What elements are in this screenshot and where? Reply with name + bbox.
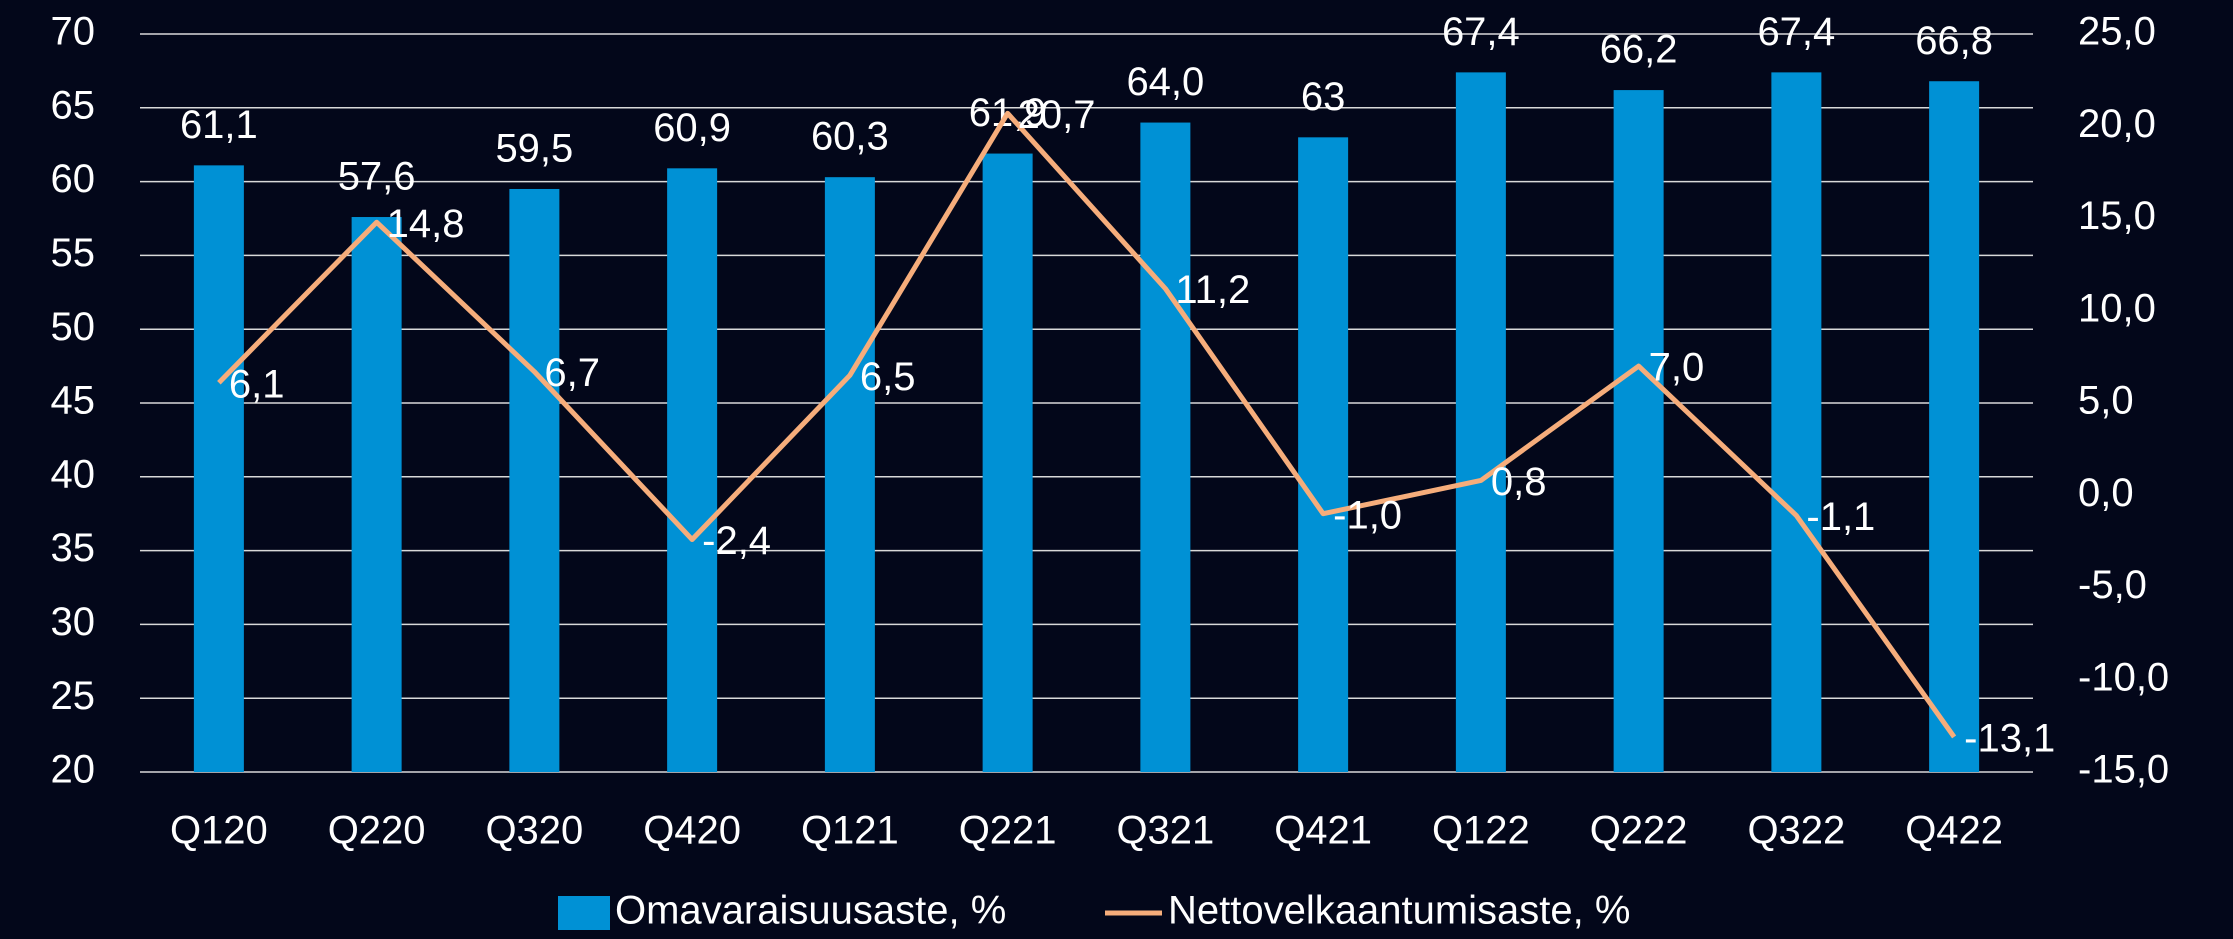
bar-value-label: 57,6 (338, 155, 416, 199)
line-value-label: 14,8 (387, 202, 465, 246)
bar-value-label: 60,9 (653, 106, 731, 150)
bar (982, 153, 1033, 772)
x-tick-label: Q322 (1747, 809, 1845, 853)
line-value-label: 6,7 (544, 351, 600, 395)
line-value-label: 7,0 (1649, 346, 1705, 390)
bar-value-label: 66,2 (1600, 28, 1678, 72)
bar-value-label: 64,0 (1126, 60, 1204, 104)
bar-value-label: 63 (1301, 75, 1346, 119)
bar (1140, 122, 1191, 772)
bar-value-label: 67,4 (1757, 10, 1835, 54)
y2-tick-label: 5,0 (2078, 379, 2134, 423)
bar (509, 188, 560, 773)
bar (1771, 72, 1822, 773)
line-value-label: -1,1 (1806, 495, 1875, 539)
legend-label: Nettovelkaantumisaste, % (1168, 889, 1630, 933)
line-value-label: 6,1 (229, 362, 285, 406)
y2-tick-label: 15,0 (2078, 194, 2156, 238)
bar-value-label: 61,1 (180, 103, 258, 147)
bar (1929, 81, 1980, 773)
bar (667, 168, 718, 773)
line-value-label: 6,5 (860, 355, 916, 399)
bar (1613, 90, 1664, 772)
y2-tick-label: 25,0 (2078, 10, 2156, 54)
y2-tick-label: 20,0 (2078, 102, 2156, 146)
bar-value-label: 67,4 (1442, 10, 1520, 54)
x-tick-label: Q420 (643, 809, 741, 853)
x-tick-label: Q421 (1274, 809, 1372, 853)
x-tick-label: Q220 (328, 809, 426, 853)
bar (824, 177, 875, 772)
y2-tick-label: 0,0 (2078, 471, 2134, 515)
y-tick-label: 20 (51, 748, 96, 792)
line-value-label: 20,7 (1018, 93, 1096, 137)
y-tick-label: 25 (51, 674, 96, 718)
y-tick-label: 70 (51, 10, 96, 54)
bar-value-label: 66,8 (1915, 19, 1993, 63)
y-tick-label: 40 (51, 452, 96, 496)
line-value-label: -2,4 (702, 519, 771, 563)
bar-value-label: 60,3 (811, 115, 889, 159)
y-tick-label: 30 (51, 600, 96, 644)
x-tick-label: Q320 (485, 809, 583, 853)
legend-label: Omavaraisuusaste, % (615, 889, 1006, 933)
bar (1455, 72, 1506, 773)
x-tick-label: Q121 (801, 809, 899, 853)
x-tick-label: Q422 (1905, 809, 2003, 853)
line-value-label: 0,8 (1491, 460, 1547, 504)
y-tick-label: 50 (51, 305, 96, 349)
y2-tick-label: -15,0 (2078, 748, 2169, 792)
x-tick-label: Q221 (959, 809, 1057, 853)
y2-tick-label: 10,0 (2078, 286, 2156, 330)
x-tick-label: Q120 (170, 809, 268, 853)
x-tick-label: Q222 (1590, 809, 1688, 853)
bar-value-label: 59,5 (495, 127, 573, 171)
line (217, 110, 1957, 739)
y-tick-label: 35 (51, 526, 96, 570)
bar (351, 217, 402, 773)
bar (1298, 137, 1349, 772)
y-tick-label: 45 (51, 379, 96, 423)
y2-tick-label: -10,0 (2078, 655, 2169, 699)
x-tick-label: Q321 (1116, 809, 1214, 853)
bar (193, 165, 244, 772)
line-value-label: -13,1 (1964, 717, 2055, 761)
y-tick-label: 60 (51, 157, 96, 201)
y2-tick-label: -5,0 (2078, 563, 2147, 607)
line-value-label: -1,0 (1333, 493, 1402, 537)
y-tick-label: 65 (51, 83, 96, 127)
line-value-label: 11,2 (1175, 268, 1250, 312)
x-tick-label: Q122 (1432, 809, 1530, 853)
legend-swatch (558, 896, 610, 930)
y-tick-label: 55 (51, 231, 96, 275)
